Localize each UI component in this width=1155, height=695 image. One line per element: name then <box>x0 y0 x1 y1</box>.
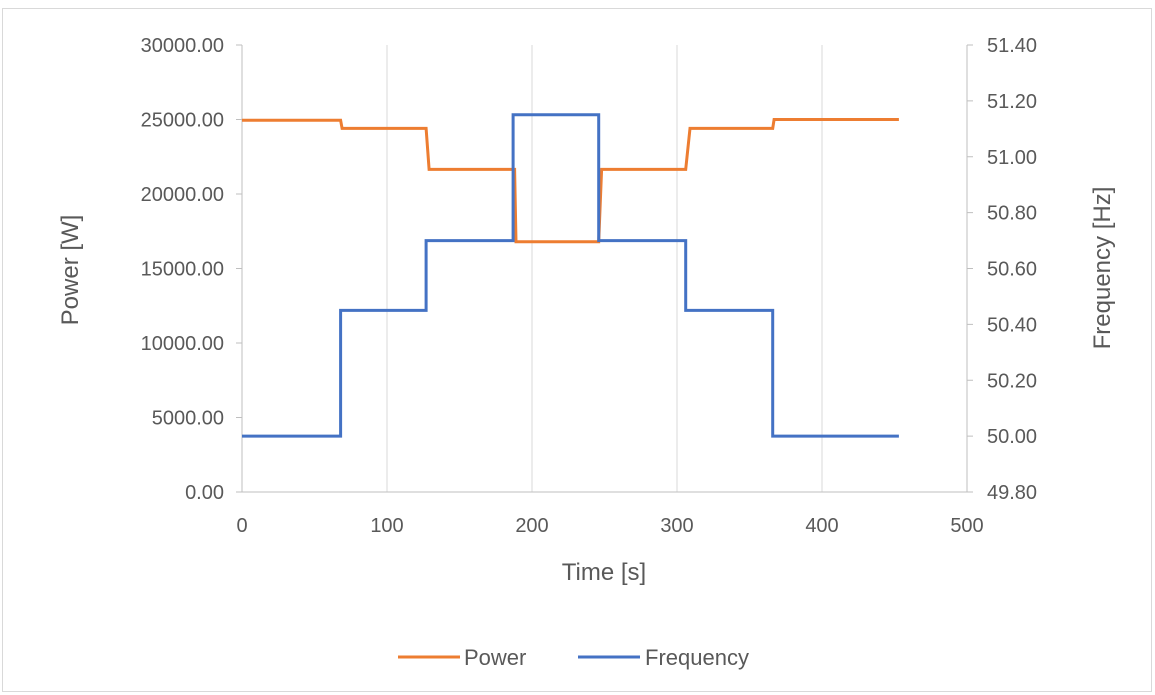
x-tick-label: 300 <box>660 515 693 537</box>
y-left-tick-label: 20000.00 <box>141 184 224 206</box>
y-right-tick-label: 51.40 <box>987 35 1037 57</box>
y-right-axis-title: Frequency [Hz] <box>1089 187 1116 350</box>
x-tick-label: 500 <box>950 515 983 537</box>
legend-label-frequency: Frequency <box>645 645 749 670</box>
y-left-tick-label: 30000.00 <box>141 35 224 57</box>
y-right-tick-label: 50.60 <box>987 259 1037 281</box>
y-right-tick-label: 49.80 <box>987 482 1037 504</box>
y-left-tick-label: 5000.00 <box>152 408 224 430</box>
y-left-tick-label: 0.00 <box>185 482 224 504</box>
y-right-tick-label: 51.20 <box>987 91 1037 113</box>
x-tick-label: 0 <box>236 515 247 537</box>
y-left-axis-title: Power [W] <box>57 215 84 326</box>
y-left-tick-label: 15000.00 <box>141 259 224 281</box>
y-right-tick-label: 51.00 <box>987 147 1037 169</box>
legend: Power Frequency <box>398 645 749 670</box>
y-right-tick-label: 50.00 <box>987 426 1037 448</box>
y-right-tick-label: 50.20 <box>987 370 1037 392</box>
y-left-tick-label: 10000.00 <box>141 333 224 355</box>
series-layer <box>242 113 899 438</box>
y-left-axis-ticks: 0.00 5000.00 10000.00 15000.00 20000.00 25000… <box>141 35 242 504</box>
x-axis-title: Time [s] <box>562 559 646 586</box>
y-left-tick-label: 25000.00 <box>141 110 224 132</box>
gridlines <box>386 45 968 492</box>
x-tick-label: 400 <box>805 515 838 537</box>
y-right-axis-ticks: 49.80 50.00 50.20 50.40 50.60 50.80 51.00 51.20… <box>967 35 1037 504</box>
legend-label-power: Power <box>464 645 526 670</box>
series-line-power <box>242 118 899 244</box>
x-tick-label: 100 <box>370 515 403 537</box>
y-right-tick-label: 50.40 <box>987 314 1037 336</box>
x-axis-ticks: 0 100 200 300 400 500 <box>236 515 983 537</box>
x-tick-label: 200 <box>515 515 548 537</box>
axes <box>241 45 968 493</box>
chart-area <box>2 8 1152 692</box>
y-right-tick-label: 50.80 <box>987 203 1037 225</box>
series-line-frequency <box>242 113 899 438</box>
